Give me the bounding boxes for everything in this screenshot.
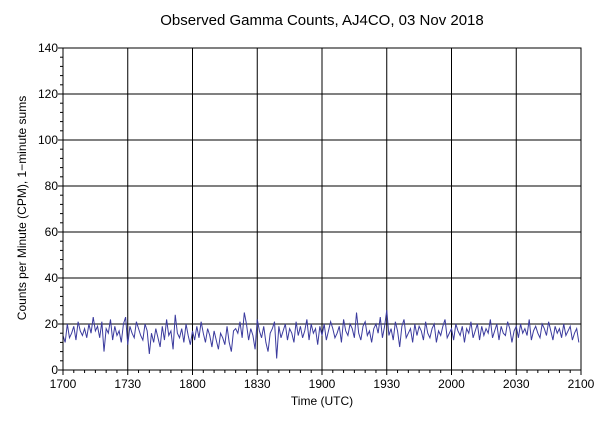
x-tick-label: 1830 xyxy=(244,377,271,391)
x-tick-label: 1930 xyxy=(373,377,400,391)
x-axis: 1700 1730 1800 1830 1900 1930 2000 2030 2100 xyxy=(50,370,595,391)
x-tick-label: 1900 xyxy=(309,377,336,391)
y-tick-label: 60 xyxy=(45,225,59,239)
y-tick-label: 140 xyxy=(38,41,58,55)
x-tick-label: 2100 xyxy=(568,377,595,391)
grid xyxy=(63,48,581,370)
x-tick-label: 1700 xyxy=(50,377,77,391)
x-tick-label: 2000 xyxy=(438,377,465,391)
y-tick-label: 120 xyxy=(38,87,58,101)
chart-title: Observed Gamma Counts, AJ4CO, 03 Nov 201… xyxy=(160,12,484,29)
y-tick-label: 100 xyxy=(38,133,58,147)
x-tick-label: 1730 xyxy=(114,377,141,391)
y-axis: 0 20 40 60 80 100 120 140 xyxy=(38,41,63,377)
y-axis-label: Counts per Minute (CPM), 1−minute sums xyxy=(15,96,29,320)
x-tick-label: 1800 xyxy=(179,377,206,391)
y-tick-label: 0 xyxy=(51,363,58,377)
x-axis-label: Time (UTC) xyxy=(291,394,353,408)
x-tick-label: 2030 xyxy=(503,377,530,391)
y-tick-label: 80 xyxy=(45,179,59,193)
y-tick-label: 20 xyxy=(45,317,59,331)
y-tick-label: 40 xyxy=(45,271,59,285)
series-line xyxy=(62,310,580,359)
series-layer xyxy=(62,310,580,359)
